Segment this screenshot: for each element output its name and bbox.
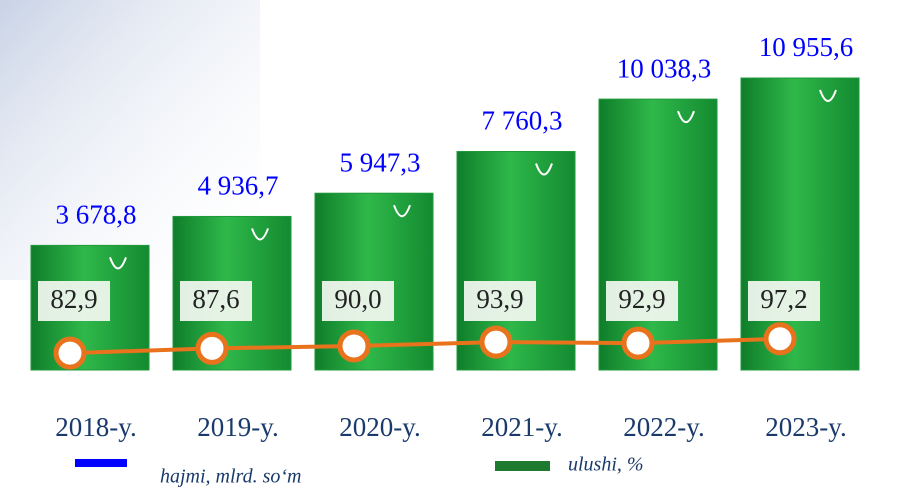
percent-label: 90,0 [334, 284, 381, 314]
line-point [195, 331, 229, 365]
legend-label: hajmi, mlrd. so‘m [160, 466, 301, 488]
line [69, 336, 781, 356]
label-box [322, 281, 394, 321]
value-label: 7 760,3 [482, 106, 563, 136]
x-tick-label: 2023-y. [765, 412, 847, 442]
label-box [180, 281, 252, 321]
value-label: 10 955,6 [759, 32, 854, 62]
x-tick-label: 2018-y. [55, 412, 137, 442]
value-label: 4 936,7 [198, 171, 279, 201]
legend-swatch [75, 459, 127, 467]
value-label: 10 038,3 [617, 53, 712, 83]
label-box [38, 281, 110, 321]
x-tick-label: 2020-y. [339, 412, 421, 442]
legend-label: ulushi, % [568, 454, 644, 476]
line-point [621, 326, 655, 360]
value-label: 3 678,8 [56, 200, 137, 230]
percent-label: 93,9 [476, 284, 523, 314]
percent-label: 97,2 [760, 284, 807, 314]
bag-handle [677, 110, 695, 124]
x-tick-label: 2019-y. [197, 412, 279, 442]
line-point [53, 336, 87, 370]
line-point [479, 325, 513, 359]
value-label: 5 947,3 [340, 147, 421, 177]
legend-swatch [495, 461, 550, 471]
bag [456, 151, 576, 371]
x-tick-label: 2021-y. [481, 412, 563, 442]
label-box [606, 281, 678, 321]
label-box [464, 281, 536, 321]
bag [598, 98, 718, 371]
bag [740, 77, 860, 371]
percent-label: 92,9 [618, 284, 665, 314]
bag-handle [535, 163, 553, 176]
line-point [337, 329, 371, 363]
bag-handle [109, 257, 127, 270]
label-box [748, 281, 820, 321]
percent-label: 82,9 [50, 284, 97, 314]
bag-handle [819, 89, 837, 103]
bag-handle [251, 228, 269, 241]
percent-label: 87,6 [192, 284, 239, 314]
line-point [763, 322, 797, 356]
x-tick-label: 2022-y. [623, 412, 705, 442]
bag-handle [393, 204, 411, 218]
